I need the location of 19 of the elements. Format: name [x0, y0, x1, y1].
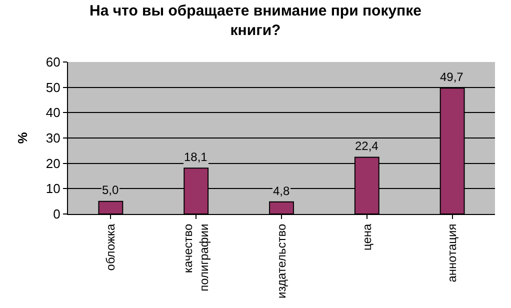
x-tick-label: обложка	[104, 223, 118, 271]
y-tick-label: 20	[46, 156, 60, 171]
data-label: 5,0	[102, 183, 120, 197]
y-tick-label: 30	[46, 130, 60, 146]
y-tick-label: 50	[46, 80, 60, 95]
y-tick-label: 10	[46, 181, 60, 196]
y-tick-label: 60	[46, 54, 60, 70]
data-label: 4,8	[273, 184, 290, 198]
x-tick-label: цена	[360, 223, 374, 251]
data-label: 18,1	[184, 150, 208, 164]
data-label: 22,4	[355, 139, 379, 153]
data-label: 49,7	[440, 70, 464, 84]
chart-title: На что вы обращаете внимание при покупке книги?	[90, 2, 422, 39]
x-tick-label: качество полиграфии	[181, 223, 211, 292]
x-tick-label: издательство	[274, 223, 288, 298]
y-tick-label: 40	[46, 105, 60, 120]
y-tick-label: 0	[53, 206, 60, 222]
x-tick-label: аннотация	[445, 224, 460, 282]
y-axis-title: %	[14, 132, 30, 144]
